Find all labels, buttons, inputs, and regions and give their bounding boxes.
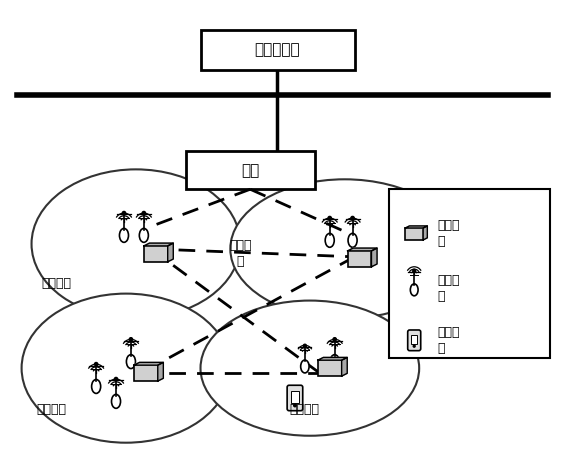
Circle shape bbox=[328, 216, 331, 220]
Text: 星型结构: 星型结构 bbox=[394, 252, 424, 265]
Text: 星型结构: 星型结构 bbox=[41, 277, 72, 290]
Circle shape bbox=[142, 212, 145, 215]
Text: 网关: 网关 bbox=[241, 163, 260, 178]
Text: 手持设
备: 手持设 备 bbox=[437, 326, 460, 355]
Circle shape bbox=[333, 338, 336, 341]
Ellipse shape bbox=[330, 355, 339, 369]
Circle shape bbox=[413, 269, 416, 272]
Ellipse shape bbox=[410, 284, 418, 296]
FancyBboxPatch shape bbox=[201, 30, 354, 70]
Polygon shape bbox=[158, 363, 164, 381]
FancyBboxPatch shape bbox=[186, 151, 315, 189]
Polygon shape bbox=[341, 358, 347, 376]
Ellipse shape bbox=[32, 169, 240, 319]
Circle shape bbox=[414, 345, 415, 347]
Text: 现场设
备: 现场设 备 bbox=[437, 274, 460, 303]
FancyBboxPatch shape bbox=[318, 360, 341, 376]
FancyBboxPatch shape bbox=[405, 228, 423, 240]
Circle shape bbox=[294, 404, 296, 407]
FancyBboxPatch shape bbox=[144, 246, 168, 262]
Text: 星型结构: 星型结构 bbox=[36, 403, 66, 416]
Ellipse shape bbox=[91, 380, 101, 393]
Polygon shape bbox=[423, 226, 427, 240]
Ellipse shape bbox=[201, 301, 419, 436]
Circle shape bbox=[122, 212, 126, 215]
Text: 主控计算机: 主控计算机 bbox=[254, 43, 300, 57]
FancyBboxPatch shape bbox=[411, 335, 417, 344]
FancyBboxPatch shape bbox=[348, 251, 371, 267]
Text: 路由设
备: 路由设 备 bbox=[437, 219, 460, 248]
Circle shape bbox=[303, 344, 306, 347]
Polygon shape bbox=[168, 243, 173, 262]
Polygon shape bbox=[318, 358, 347, 360]
Text: 星型结构: 星型结构 bbox=[290, 403, 320, 416]
FancyBboxPatch shape bbox=[291, 391, 299, 403]
FancyBboxPatch shape bbox=[408, 330, 421, 351]
Polygon shape bbox=[144, 243, 173, 246]
Circle shape bbox=[114, 377, 118, 381]
Circle shape bbox=[94, 363, 98, 366]
Ellipse shape bbox=[325, 233, 334, 247]
Ellipse shape bbox=[300, 360, 309, 373]
Polygon shape bbox=[134, 363, 164, 365]
Polygon shape bbox=[371, 248, 377, 267]
Ellipse shape bbox=[119, 229, 128, 242]
Polygon shape bbox=[348, 248, 377, 251]
Circle shape bbox=[130, 338, 132, 341]
FancyBboxPatch shape bbox=[287, 385, 303, 411]
Ellipse shape bbox=[139, 229, 148, 242]
FancyBboxPatch shape bbox=[389, 189, 550, 358]
Circle shape bbox=[351, 216, 354, 220]
Ellipse shape bbox=[127, 355, 135, 369]
FancyBboxPatch shape bbox=[134, 365, 158, 381]
Ellipse shape bbox=[348, 233, 357, 247]
Ellipse shape bbox=[231, 179, 459, 319]
Ellipse shape bbox=[22, 294, 231, 442]
Text: 网状结
构: 网状结 构 bbox=[229, 239, 252, 269]
Ellipse shape bbox=[111, 394, 120, 409]
Polygon shape bbox=[405, 226, 427, 228]
